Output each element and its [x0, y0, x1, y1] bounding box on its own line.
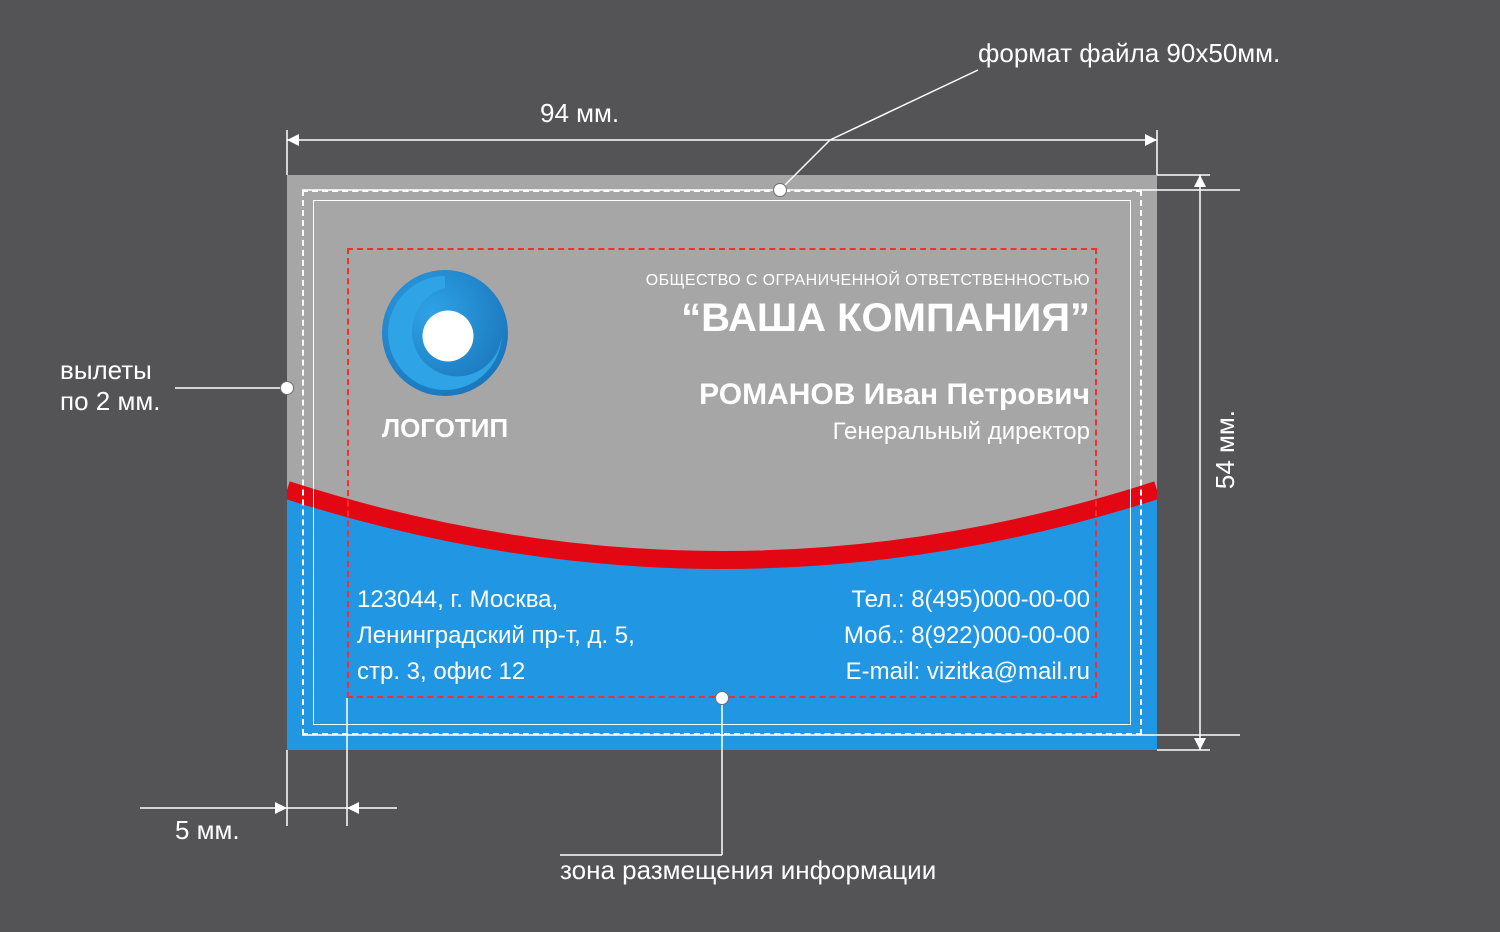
logo-swirl-icon — [360, 258, 530, 408]
address-line: 123044, г. Москва, — [357, 582, 635, 618]
address-line: стр. 3, офис 12 — [357, 654, 635, 690]
company-name: “ВАША КОМПАНИЯ” — [681, 296, 1090, 341]
person-role: Генеральный директор — [833, 418, 1090, 446]
contacts-block: Тел.: 8(495)000-00-00Моб.: 8(922)000-00-… — [844, 582, 1090, 690]
dim-right-height-label: 54 мм. — [1210, 410, 1241, 489]
contact-line: Тел.: 8(495)000-00-00 — [844, 582, 1090, 618]
contact-line: Моб.: 8(922)000-00-00 — [844, 618, 1090, 654]
dim-top-width-label: 94 мм. — [540, 98, 619, 129]
logo: ЛОГОТИП — [360, 258, 530, 444]
dot-info-zone — [715, 691, 729, 705]
callout-info-zone: зона размещения информации — [560, 855, 936, 886]
diagram-stage: ЛОГОТИП ОБЩЕСТВО С ОГРАНИЧЕННОЙ ОТВЕТСТВ… — [0, 0, 1500, 932]
logo-word: ЛОГОТИП — [360, 413, 530, 444]
address-line: Ленинградский пр-т, д. 5, — [357, 618, 635, 654]
company-type: ОБЩЕСТВО С ОГРАНИЧЕННОЙ ОТВЕТСТВЕННОСТЬЮ — [646, 272, 1090, 290]
dot-bleeds — [280, 381, 294, 395]
contact-line: E-mail: vizitka@mail.ru — [844, 654, 1090, 690]
dot-file-format — [773, 183, 787, 197]
dim-margin5-label: 5 мм. — [175, 815, 240, 846]
callout-bleeds: вылеты по 2 мм. — [60, 355, 160, 417]
callout-file-format: формат файла 90х50мм. — [978, 38, 1280, 69]
person-name: РОМАНОВ Иван Петрович — [699, 378, 1090, 412]
address-block: 123044, г. Москва,Ленинградский пр-т, д.… — [357, 582, 635, 690]
